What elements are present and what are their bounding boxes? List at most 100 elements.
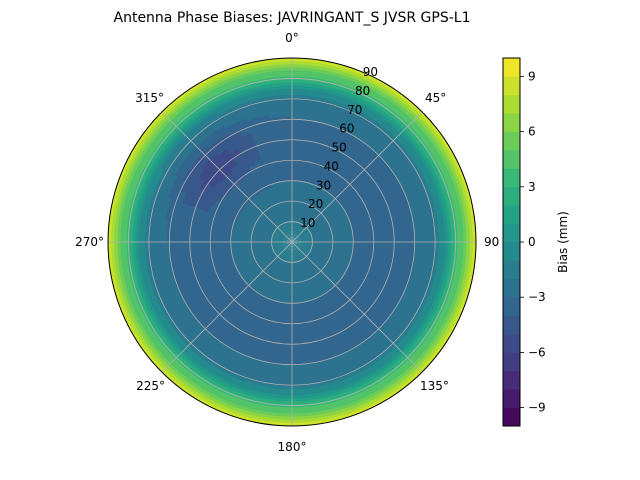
contour-cell-146 bbox=[293, 232, 295, 237]
contour-cell-73 bbox=[292, 235, 294, 239]
contour-cell-1526 bbox=[352, 218, 358, 226]
contour-cell-2029 bbox=[369, 203, 377, 214]
contour-cell-1096 bbox=[337, 233, 342, 239]
contour-cell-2455 bbox=[351, 153, 362, 163]
contour-cell-1277 bbox=[236, 241, 241, 248]
contour-cell-521 bbox=[313, 239, 318, 243]
contour-cell-322 bbox=[293, 254, 295, 258]
contour-cell-1114 bbox=[295, 287, 301, 292]
contour-cell-2196 bbox=[283, 333, 293, 338]
contour-cell-2290 bbox=[199, 199, 207, 211]
contour-cell-140 bbox=[289, 235, 292, 240]
contour-cell-2310 bbox=[340, 153, 351, 162]
contour-cell-1544 bbox=[308, 302, 316, 308]
contour-cell-1255 bbox=[309, 289, 316, 295]
contour-cell-1796 bbox=[265, 167, 274, 173]
contour-cell-854 bbox=[263, 215, 269, 221]
contour-cell-2074 bbox=[207, 203, 215, 214]
contour-cell-1326 bbox=[315, 289, 322, 296]
contour-cell-1840 bbox=[257, 311, 267, 318]
colorbar-band-0 bbox=[503, 407, 520, 427]
contour-cell-2077 bbox=[218, 184, 227, 194]
contour-cell-2072 bbox=[203, 218, 210, 228]
contour-cell-1967 bbox=[363, 276, 371, 286]
contour-cell-110 bbox=[290, 245, 292, 249]
contour-cell-766 bbox=[263, 259, 269, 265]
contour-cell-273 bbox=[279, 237, 284, 240]
contour-cell-1624 bbox=[261, 302, 270, 309]
contour-cell-160 bbox=[298, 240, 302, 242]
contour-cell-2326 bbox=[380, 274, 388, 286]
contour-cell-1957 bbox=[366, 204, 374, 215]
contour-cell-808 bbox=[325, 235, 330, 240]
contour-cell-2061 bbox=[223, 296, 232, 306]
contour-cell-1982 bbox=[269, 321, 279, 328]
contour-cell-2004 bbox=[216, 191, 225, 202]
contour-cell-1371 bbox=[306, 182, 314, 188]
contour-cell-2048 bbox=[313, 322, 324, 329]
contour-cell-2209 bbox=[201, 272, 209, 283]
angle-label-135: 135° bbox=[420, 379, 449, 393]
contour-cell-1435 bbox=[265, 183, 273, 190]
contour-cell-236 bbox=[300, 243, 305, 246]
contour-cell-1651 bbox=[261, 175, 270, 182]
contour-cell-2099 bbox=[364, 188, 373, 199]
contour-cell-610 bbox=[294, 266, 298, 271]
contour-cell-1944 bbox=[291, 155, 301, 160]
contour-cell-2355 bbox=[191, 258, 198, 269]
contour-cell-2152 bbox=[232, 165, 242, 175]
contour-cell-702 bbox=[260, 239, 265, 243]
contour-cell-247 bbox=[295, 250, 298, 255]
contour-cell-149 bbox=[294, 233, 297, 237]
contour-cell-212 bbox=[288, 232, 291, 237]
contour-cell-2404 bbox=[349, 319, 360, 329]
contour-cell-865 bbox=[295, 201, 300, 206]
contour-cell-1821 bbox=[363, 261, 370, 270]
radial-label-70: 70 bbox=[347, 103, 362, 117]
contour-cell-1623 bbox=[267, 305, 275, 311]
contour-cell-2383 bbox=[349, 155, 360, 165]
contour-cell-1811 bbox=[354, 195, 362, 205]
contour-cell-218 bbox=[293, 229, 296, 234]
contour-cell-2346 bbox=[233, 322, 244, 331]
contour-cell-79 bbox=[293, 236, 297, 240]
contour-cell-1241 bbox=[343, 236, 348, 243]
contour-cell-2321 bbox=[389, 232, 394, 243]
contour-cell-309 bbox=[303, 245, 308, 248]
contour-cell-2312 bbox=[354, 163, 365, 174]
contour-cell-1078 bbox=[283, 195, 289, 200]
contour-cell-102 bbox=[293, 244, 296, 249]
contour-cell-2242 bbox=[364, 178, 374, 188]
contour-cell-2373 bbox=[265, 141, 276, 148]
contour-cell-1792 bbox=[241, 178, 251, 186]
contour-cell-256 bbox=[286, 250, 289, 255]
contour-cell-1731 bbox=[310, 167, 319, 173]
contour-cell-845 bbox=[254, 241, 259, 246]
contour-cell-2437 bbox=[205, 174, 215, 185]
contour-cell-1991 bbox=[216, 282, 225, 293]
contour-cell-1847 bbox=[222, 279, 230, 289]
contour-cell-701 bbox=[260, 241, 265, 245]
contour-cell-177 bbox=[293, 247, 295, 252]
contour-cell-2298 bbox=[242, 152, 253, 160]
contour-cell-1806 bbox=[329, 172, 339, 180]
contour-cell-1822 bbox=[361, 267, 368, 277]
contour-cell-1025 bbox=[334, 237, 339, 243]
contour-cell-2038 bbox=[369, 270, 377, 281]
contour-cell-1793 bbox=[247, 174, 256, 182]
contour-cell-1578 bbox=[257, 180, 266, 187]
contour-cell-2098 bbox=[359, 182, 369, 192]
contour-cell-1842 bbox=[245, 304, 255, 312]
contour-cell-919 bbox=[251, 234, 256, 239]
contour-cell-628 bbox=[263, 244, 268, 248]
contour-cell-1389 bbox=[346, 256, 352, 264]
contour-cell-2172 bbox=[371, 193, 379, 204]
contour-cell-2124 bbox=[283, 330, 293, 335]
contour-cell-1998 bbox=[205, 233, 210, 243]
contour-cell-2034 bbox=[377, 241, 382, 251]
contour-cell-1857 bbox=[214, 214, 221, 223]
contour-cell-2102 bbox=[375, 209, 382, 220]
colorbar-band-10 bbox=[503, 223, 520, 243]
contour-cell-1587 bbox=[309, 173, 317, 179]
contour-cell-1850 bbox=[214, 261, 221, 270]
